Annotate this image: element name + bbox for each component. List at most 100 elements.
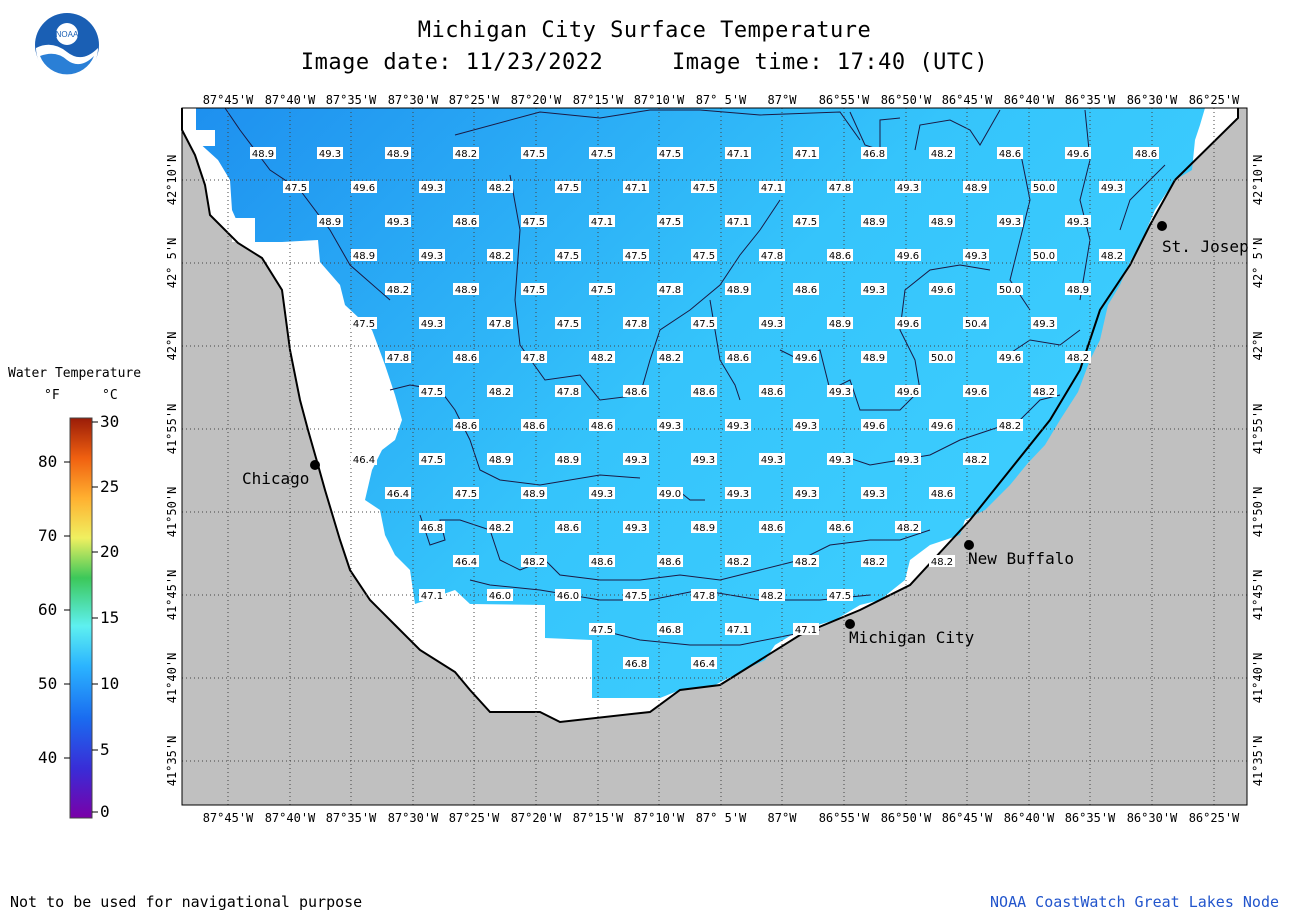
- temperature-label-background: [623, 249, 649, 261]
- temperature-value: 48.6: [455, 421, 477, 432]
- lon-label: 87°20'W: [511, 93, 562, 107]
- temperature-value: 47.1: [625, 183, 647, 194]
- temperature-label-background: [1099, 181, 1125, 193]
- temperature-value: 49.3: [965, 251, 987, 262]
- city-label-new-buffalo: New Buffalo: [968, 549, 1074, 568]
- legend-tick-c: 5: [100, 740, 110, 759]
- temperature-value: 49.3: [863, 285, 885, 296]
- temperature-label: 49.3: [691, 453, 717, 466]
- temperature-label: 47.1: [759, 181, 785, 194]
- temperature-label: 48.6: [827, 521, 853, 534]
- temperature-label: 49.6: [1065, 147, 1091, 160]
- temperature-label: 49.3: [623, 521, 649, 534]
- nodata-patch: [196, 130, 215, 146]
- temperature-value: 49.3: [863, 489, 885, 500]
- temperature-label: 46.0: [555, 589, 581, 602]
- temperature-label: 47.5: [623, 249, 649, 262]
- temperature-value: 47.5: [421, 455, 443, 466]
- temperature-label-background: [929, 147, 955, 159]
- temperature-label-background: [453, 419, 479, 431]
- svg-text:NOAA: NOAA: [56, 30, 79, 39]
- temperature-label-background: [555, 181, 581, 193]
- temperature-label: 48.6: [725, 351, 751, 364]
- temperature-label: 46.4: [385, 487, 411, 500]
- temperature-label-background: [827, 249, 853, 261]
- temperature-value: 47.1: [795, 149, 817, 160]
- temperature-label-background: [487, 317, 513, 329]
- temperature-label: 47.1: [623, 181, 649, 194]
- temperature-value: 49.6: [931, 285, 953, 296]
- legend-tick-c: 10: [100, 674, 120, 693]
- temperature-value: 48.9: [455, 285, 477, 296]
- temperature-label: 49.6: [861, 419, 887, 432]
- temperature-label-background: [759, 181, 785, 193]
- temperature-label: 48.9: [861, 215, 887, 228]
- water-temperature-area: [196, 108, 1205, 698]
- temperature-value: 49.3: [897, 183, 919, 194]
- temperature-label-background: [589, 487, 615, 499]
- lat-label: 41°35'N: [1251, 736, 1265, 787]
- legend-unit-f: °F: [44, 388, 60, 403]
- temperature-value: 47.5: [523, 285, 545, 296]
- temperature-label-background: [623, 453, 649, 465]
- temperature-label-background: [283, 181, 309, 193]
- temperature-value: 47.5: [523, 217, 545, 228]
- temperature-label-background: [623, 317, 649, 329]
- temperature-label-background: [623, 181, 649, 193]
- temperature-label-background: [385, 351, 411, 363]
- temperature-label: 48.6: [453, 351, 479, 364]
- temperature-label-background: [1065, 215, 1091, 227]
- temperature-value: 49.3: [693, 455, 715, 466]
- temperature-label-background: [453, 215, 479, 227]
- temperature-value: 49.3: [421, 251, 443, 262]
- temperature-value: 47.5: [693, 183, 715, 194]
- lat-label: 42°N: [1251, 332, 1265, 361]
- temperature-value: 47.8: [557, 387, 579, 398]
- temperature-label-background: [1031, 385, 1057, 397]
- temperature-value: 46.4: [353, 455, 375, 466]
- temperature-label: 48.2: [385, 283, 411, 296]
- temperature-label-background: [657, 215, 683, 227]
- temperature-label-background: [793, 419, 819, 431]
- temperature-label: 48.2: [1099, 249, 1125, 262]
- temperature-value: 48.9: [727, 285, 749, 296]
- temperature-label: 48.2: [963, 453, 989, 466]
- shoreline: [181, 108, 1239, 724]
- temperature-label-background: [487, 453, 513, 465]
- temperature-label-background: [453, 487, 479, 499]
- temperature-value: 49.3: [829, 387, 851, 398]
- temperature-label: 49.3: [759, 317, 785, 330]
- temperature-value: 49.3: [761, 455, 783, 466]
- temperature-label-background: [1031, 317, 1057, 329]
- temperature-label-background: [793, 351, 819, 363]
- temperature-label-background: [453, 147, 479, 159]
- temperature-value: 48.6: [659, 557, 681, 568]
- temperature-value: 48.2: [1067, 353, 1089, 364]
- temperature-label: 49.6: [929, 283, 955, 296]
- temperature-value: 48.6: [761, 523, 783, 534]
- temperature-label: 48.6: [997, 147, 1023, 160]
- temperature-label-background: [793, 147, 819, 159]
- temperature-label-background: [929, 351, 955, 363]
- temperature-value: 49.6: [795, 353, 817, 364]
- lon-label: 87°45'W: [203, 811, 254, 825]
- temperature-label-background: [793, 487, 819, 499]
- temperature-label: 47.5: [793, 215, 819, 228]
- map-frame: [181, 107, 1248, 806]
- lon-label: 86°55'W: [819, 93, 870, 107]
- lon-label: 87°10'W: [634, 811, 685, 825]
- temperature-value: 49.3: [795, 421, 817, 432]
- temperature-value: 47.5: [591, 149, 613, 160]
- temperature-value: 46.8: [659, 625, 681, 636]
- temperature-value: 49.3: [727, 489, 749, 500]
- temperature-label: 47.8: [487, 317, 513, 330]
- temperature-value-labels: 48.9 49.3 48.9 48.2 47.5 47.5 47.5 47.1 47.1 46.8…: [250, 147, 1159, 670]
- temperature-label: 49.3: [385, 215, 411, 228]
- latitude-labels-left: 42°10'N 42° 5'N 42°N 41°55'N 41°50'N 41°…: [165, 155, 179, 787]
- temperature-label-background: [725, 623, 751, 635]
- temperature-value: 48.9: [829, 319, 851, 330]
- temperature-label-background: [623, 521, 649, 533]
- temperature-label-background: [929, 215, 955, 227]
- temperature-label: 48.2: [997, 419, 1023, 432]
